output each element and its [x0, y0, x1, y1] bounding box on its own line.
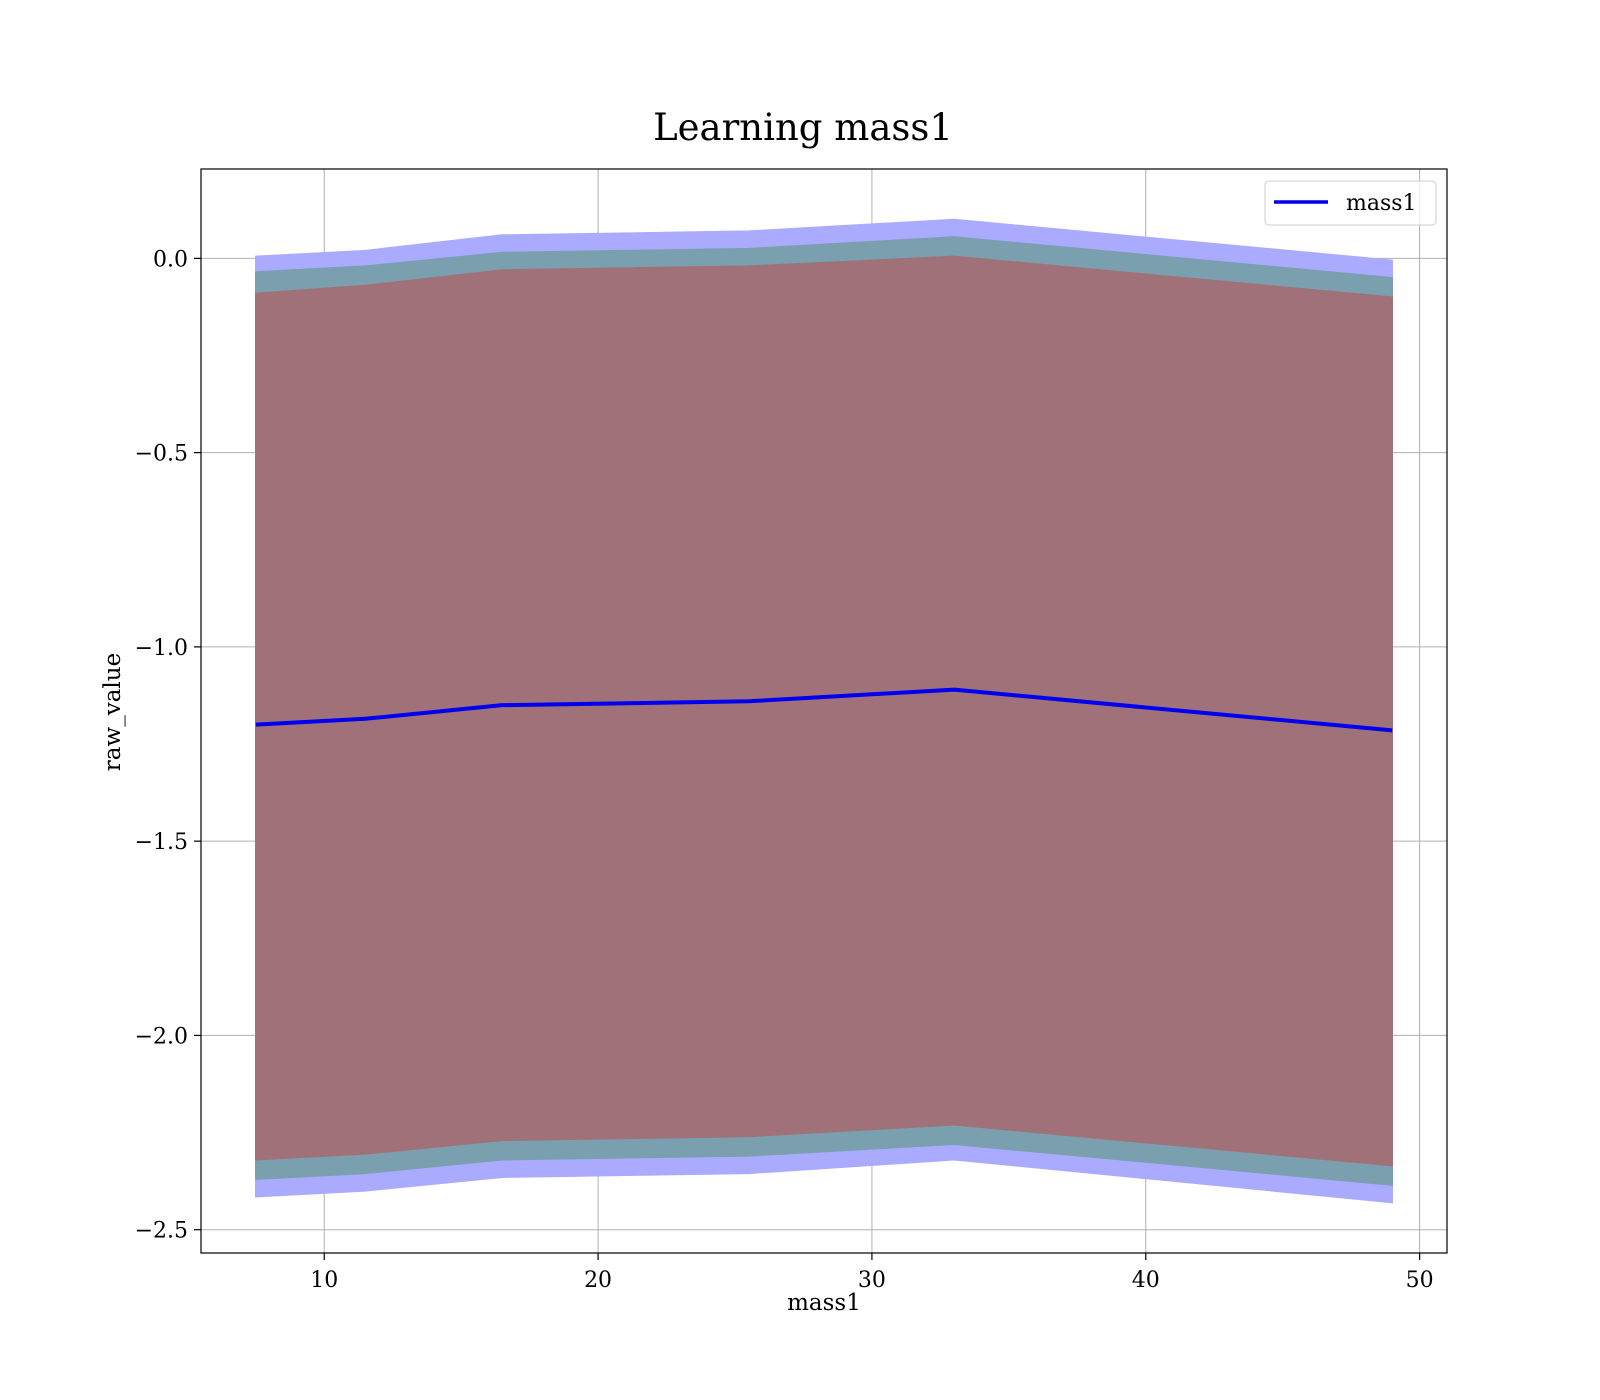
y-tick-label: −0.5	[135, 442, 188, 467]
confidence-band-2	[255, 255, 1393, 1167]
y-tick-label: −2.5	[135, 1219, 188, 1244]
plot-frame	[200, 168, 1448, 1254]
legend-box	[1264, 180, 1437, 226]
y-tick-label: −1.5	[135, 830, 188, 855]
y-tick-label: −1.0	[135, 636, 188, 661]
x-axis-label: mass1	[787, 1290, 861, 1316]
y-tick-label: 0.0	[153, 247, 188, 272]
x-tick-label: 50	[1406, 1268, 1434, 1293]
x-axis-ticks: 10 20 30 40 50	[310, 1253, 1434, 1293]
x-tick-label: 10	[310, 1268, 338, 1293]
confidence-bands	[255, 218, 1393, 1204]
legend: mass1	[1264, 180, 1437, 226]
x-tick-label: 30	[858, 1268, 886, 1293]
legend-label-mass1: mass1	[1346, 191, 1417, 216]
x-tick-label: 20	[584, 1268, 612, 1293]
series-line-mass1	[255, 687, 1393, 733]
x-tick-label: 40	[1132, 1268, 1160, 1293]
series-lines	[255, 687, 1393, 733]
y-tick-label: −2.0	[135, 1024, 188, 1049]
chart-title: Learning mass1	[653, 106, 953, 149]
y-axis-ticks: 0.0 −0.5 −1.0 −1.5 −2.0 −2.5	[135, 247, 201, 1244]
y-axis-label: raw_value	[100, 653, 126, 771]
